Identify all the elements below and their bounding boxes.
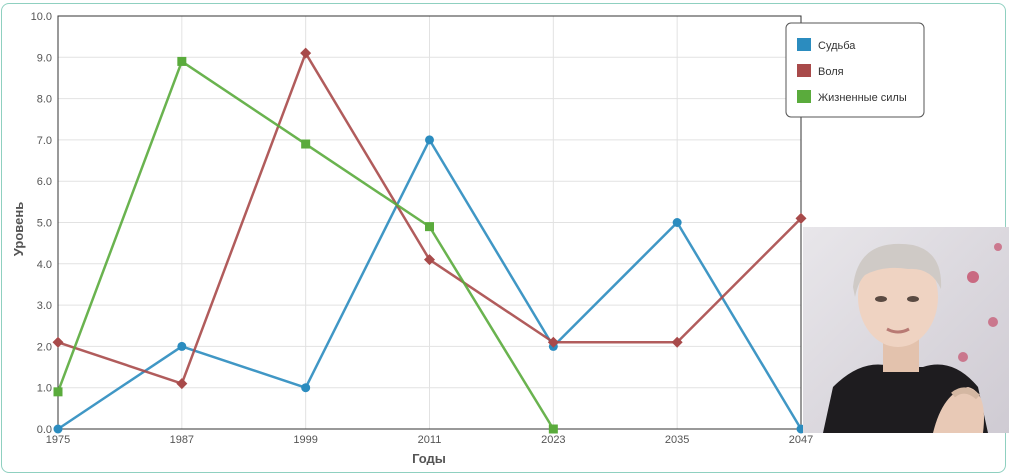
portrait-image — [803, 227, 1009, 433]
data-point — [300, 47, 312, 59]
y-tick-label: 10.0 — [31, 11, 52, 23]
series-square — [53, 56, 558, 434]
x-axis-ticks: 1975 1987 1999 2011 2023 2035 2047 — [46, 434, 813, 446]
y-tick-label: 9.0 — [37, 52, 52, 64]
series-group — [52, 47, 807, 434]
legend-label: Воля — [818, 66, 844, 78]
legend-swatch — [797, 90, 811, 103]
legend: Судьба Воля Жизненные силы — [785, 22, 925, 118]
data-point — [548, 424, 558, 434]
y-tick-label: 7.0 — [37, 135, 52, 147]
y-axis-title: Уровень — [11, 202, 26, 256]
data-point — [53, 387, 63, 397]
portrait-photo — [803, 227, 1009, 433]
x-tick-label: 1987 — [170, 434, 194, 446]
data-point — [301, 139, 311, 149]
y-axis-ticks: 0.0 1.0 2.0 3.0 4.0 5.0 6.0 7.0 8.0 9.0 10.0 — [31, 11, 52, 436]
series-circle — [53, 135, 806, 434]
y-tick-label: 2.0 — [37, 341, 52, 353]
data-point — [424, 254, 435, 266]
legend-swatch — [797, 38, 811, 51]
y-tick-label: 1.0 — [37, 383, 52, 395]
data-point — [177, 341, 187, 351]
y-tick-label: 4.0 — [37, 259, 52, 271]
y-tick-label: 5.0 — [37, 218, 52, 230]
legend-box — [785, 22, 925, 118]
data-point — [547, 336, 559, 348]
data-point — [425, 135, 434, 145]
x-tick-label: 2035 — [665, 434, 689, 446]
data-point — [52, 336, 64, 348]
series-diamond — [52, 47, 807, 390]
y-tick-label: 6.0 — [37, 176, 52, 188]
data-point — [671, 336, 683, 348]
x-tick-label: 1999 — [293, 434, 317, 446]
data-point — [301, 383, 311, 393]
data-point — [425, 222, 434, 232]
data-point — [53, 424, 63, 434]
x-tick-label: 1975 — [46, 434, 70, 446]
data-point — [795, 212, 807, 224]
x-tick-label: 2047 — [789, 434, 813, 446]
legend-label: Судьба — [818, 40, 856, 52]
data-point — [177, 56, 187, 66]
x-tick-label: 2023 — [541, 434, 565, 446]
y-tick-label: 8.0 — [37, 94, 52, 106]
y-tick-label: 0.0 — [37, 424, 52, 436]
data-point — [672, 218, 682, 227]
y-tick-label: 3.0 — [37, 300, 52, 312]
x-tick-label: 2011 — [418, 434, 442, 446]
legend-label: Жизненные силы — [818, 92, 907, 104]
legend-swatch — [797, 64, 811, 77]
data-point — [176, 378, 188, 390]
x-axis-title: Годы — [412, 451, 446, 465]
